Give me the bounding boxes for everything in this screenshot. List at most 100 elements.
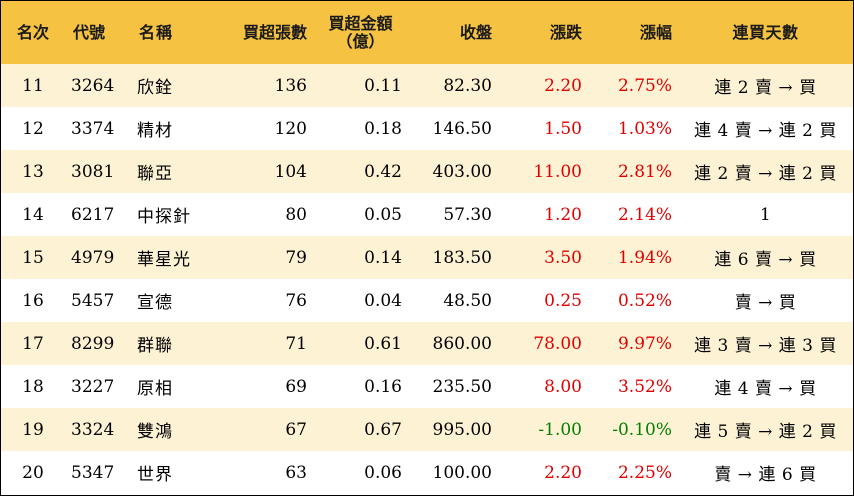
cell-close: 183.50 <box>432 247 492 268</box>
cell-net-buy-lots: 120 <box>274 118 307 139</box>
header-change: 漲跌 <box>549 22 582 42</box>
cell-net-buy-amount: 0.05 <box>364 204 402 225</box>
cell-net-buy-amount: 0.61 <box>364 333 402 354</box>
cell-net-buy-lots: 67 <box>285 419 307 440</box>
cell-change: 0.25 <box>544 290 582 311</box>
cell-code: 3081 <box>71 161 115 182</box>
cell-consecutive-days: 賣 → 連 6 買 <box>714 465 817 485</box>
cell-change: 1.50 <box>544 118 582 139</box>
cell-change-pct: 2.25% <box>617 462 672 483</box>
cell-change-pct: -0.10% <box>612 419 672 440</box>
cell-change-pct: 2.75% <box>617 75 672 96</box>
cell-net-buy-lots: 79 <box>285 247 307 268</box>
header-rank: 名次 <box>16 22 49 42</box>
cell-consecutive-days: 連 5 賣 → 連 2 買 <box>694 422 837 442</box>
header-net-buy-amount-line1: 買超金額 <box>328 13 393 33</box>
cell-name: 宣德 <box>137 293 173 313</box>
cell-net-buy-lots: 69 <box>285 376 307 397</box>
cell-name: 雙鴻 <box>137 422 173 442</box>
cell-close: 82.30 <box>443 75 492 96</box>
table-row: 11 3264 欣銓 136 0.11 82.30 2.20 2.75% 連 2 賣 → 買 <box>1 64 853 107</box>
table-row: 19 3324 雙鴻 67 0.67 995.00 -1.00 -0.10% 連 5 賣 → 連… <box>1 408 853 451</box>
cell-change-pct: 1.94% <box>617 247 672 268</box>
cell-code: 3324 <box>71 419 115 440</box>
cell-close: 57.30 <box>443 204 492 225</box>
cell-net-buy-amount: 0.18 <box>364 118 402 139</box>
cell-consecutive-days: 連 2 賣 → 連 2 買 <box>694 164 837 184</box>
cell-change: 2.20 <box>544 462 582 483</box>
table-row: 12 3374 精材 120 0.18 146.50 1.50 1.03% 連 4 賣 → 連 … <box>1 107 853 150</box>
header-net-buy-amount-line2: （億） <box>336 31 385 51</box>
cell-change: 78.00 <box>533 333 582 354</box>
header-net-buy-lots: 買超張數 <box>242 22 307 42</box>
cell-net-buy-lots: 80 <box>285 204 307 225</box>
cell-consecutive-days: 連 2 賣 → 買 <box>714 78 817 98</box>
cell-consecutive-days: 連 6 賣 → 買 <box>714 250 817 270</box>
cell-net-buy-amount: 0.11 <box>364 75 402 96</box>
table-row: 13 3081 聯亞 104 0.42 403.00 11.00 2.81% 連 2 賣 → 連… <box>1 150 853 193</box>
table-row: 17 8299 群聯 71 0.61 860.00 78.00 9.97% 連 3 賣 → 連 … <box>1 322 853 365</box>
cell-rank: 17 <box>22 333 44 354</box>
cell-change: 2.20 <box>544 75 582 96</box>
cell-name: 精材 <box>137 121 173 141</box>
cell-change: 8.00 <box>544 376 582 397</box>
cell-close: 48.50 <box>443 290 492 311</box>
cell-change-pct: 1.03% <box>617 118 672 139</box>
cell-change-pct: 0.52% <box>617 290 672 311</box>
cell-close: 100.00 <box>432 462 492 483</box>
cell-close: 235.50 <box>432 376 492 397</box>
cell-consecutive-days: 連 4 賣 → 買 <box>714 379 817 399</box>
header-net-buy-amount: 買超金額 （億） <box>313 1 408 64</box>
cell-code: 6217 <box>71 204 115 225</box>
cell-rank: 14 <box>22 204 44 225</box>
cell-consecutive-days: 連 4 賣 → 連 2 買 <box>694 121 837 141</box>
cell-change-pct: 2.81% <box>617 161 672 182</box>
cell-code: 3227 <box>71 376 115 397</box>
cell-change-pct: 9.97% <box>617 333 672 354</box>
cell-rank: 11 <box>22 75 44 96</box>
cell-code: 3264 <box>71 75 115 96</box>
cell-close: 403.00 <box>432 161 492 182</box>
cell-rank: 16 <box>22 290 44 311</box>
cell-rank: 15 <box>22 247 44 268</box>
cell-net-buy-lots: 104 <box>274 161 307 182</box>
cell-net-buy-amount: 0.14 <box>364 247 402 268</box>
cell-code: 5457 <box>71 290 115 311</box>
cell-code: 4979 <box>71 247 115 268</box>
header-consecutive-days: 連買天數 <box>732 22 799 42</box>
cell-net-buy-amount: 0.67 <box>364 419 402 440</box>
cell-code: 3374 <box>71 118 115 139</box>
cell-change: 3.50 <box>544 247 582 268</box>
table-row: 14 6217 中探針 80 0.05 57.30 1.20 2.14% 1 <box>1 193 853 236</box>
header-change-pct: 漲幅 <box>639 22 672 42</box>
cell-rank: 20 <box>22 462 44 483</box>
cell-net-buy-amount: 0.04 <box>364 290 402 311</box>
cell-rank: 18 <box>22 376 44 397</box>
table-header: 名次 代號 名稱 買超張數 買超金額 （億） 收盤 漲跌 漲幅 連買天數 <box>1 1 853 64</box>
table-row: 18 3227 原相 69 0.16 235.50 8.00 3.52% 連 4 賣 → 買 <box>1 365 853 408</box>
cell-net-buy-amount: 0.06 <box>364 462 402 483</box>
cell-net-buy-lots: 76 <box>285 290 307 311</box>
cell-change-pct: 3.52% <box>617 376 672 397</box>
header-row: 名次 代號 名稱 買超張數 買超金額 （億） 收盤 漲跌 漲幅 連買天數 <box>1 1 853 64</box>
cell-name: 原相 <box>137 379 173 399</box>
cell-consecutive-days: 賣 → 買 <box>734 293 797 313</box>
cell-rank: 19 <box>22 419 44 440</box>
cell-change: 1.20 <box>544 204 582 225</box>
cell-name: 華星光 <box>137 250 191 270</box>
cell-consecutive-days: 連 3 賣 → 連 3 買 <box>694 336 837 356</box>
cell-change: -1.00 <box>538 419 582 440</box>
cell-net-buy-lots: 71 <box>285 333 307 354</box>
cell-change-pct: 2.14% <box>617 204 672 225</box>
cell-net-buy-amount: 0.16 <box>364 376 402 397</box>
cell-code: 5347 <box>71 462 115 483</box>
table-row: 15 4979 華星光 79 0.14 183.50 3.50 1.94% 連 6 賣 → 買 <box>1 236 853 279</box>
cell-close: 860.00 <box>432 333 492 354</box>
header-name: 名稱 <box>139 22 174 42</box>
cell-name: 世界 <box>137 465 173 485</box>
cell-net-buy-amount: 0.42 <box>364 161 402 182</box>
cell-name: 欣銓 <box>137 78 173 98</box>
cell-name: 中探針 <box>137 207 191 227</box>
